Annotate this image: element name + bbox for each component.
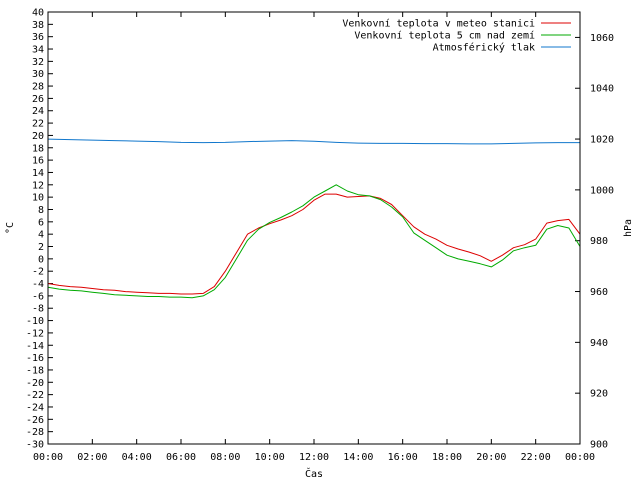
- y-left-tick-label: -10: [26, 316, 44, 327]
- series-layer: [47, 138, 581, 299]
- y-left-tick-label: 20: [32, 131, 44, 142]
- x-tick-label: 06:00: [166, 452, 196, 463]
- series-line-3: [47, 138, 580, 145]
- y-left-tick-label: 32: [32, 57, 44, 68]
- y-right-tick-label: 1040: [590, 84, 614, 95]
- y-left-tick-label: -6: [32, 291, 44, 302]
- y-left-tick-label: 16: [32, 156, 44, 167]
- legend-label: Venkovní teplota v meteo stanici: [342, 18, 535, 30]
- y-axis-left-label: °C: [5, 222, 16, 234]
- plot-frame: [47, 11, 581, 445]
- y-left-tick-label: -14: [26, 341, 44, 352]
- x-tick-label: 00:00: [565, 452, 595, 463]
- y-left-tick-label: 14: [32, 168, 44, 179]
- y-right-tick-label: 900: [590, 440, 608, 451]
- y-left-tick-label: -4: [32, 279, 44, 290]
- y-left-tick-label: 38: [32, 20, 44, 31]
- y-left-tick-label: -22: [26, 390, 44, 401]
- x-tick-label: 16:00: [388, 452, 418, 463]
- y-left-tick-label: 0: [38, 254, 44, 265]
- x-tick-label: 22:00: [521, 452, 551, 463]
- x-tick-label: 14:00: [343, 452, 373, 463]
- y-left-tick-label: 30: [32, 69, 44, 80]
- y-left-tick-label: 28: [32, 82, 44, 93]
- series-line-2: [47, 184, 581, 299]
- series-line-1: [47, 193, 581, 295]
- legend-label: Atmosférický tlak: [433, 42, 535, 54]
- y-left-tick-label: 34: [32, 45, 44, 56]
- y-left-tick-label: 10: [32, 193, 44, 204]
- y-left-tick-label: 18: [32, 143, 44, 154]
- y-right-tick-label: 1020: [590, 135, 614, 146]
- y-left-tick-label: -20: [26, 378, 44, 389]
- y-axis-right-label: hPa: [623, 219, 634, 237]
- y-left-tick-label: -2: [32, 267, 44, 278]
- x-axis-label: Čas: [305, 467, 323, 480]
- y-right-tick-label: 920: [590, 389, 608, 400]
- y-right-tick-label: 980: [590, 236, 608, 247]
- x-tick-label: 18:00: [432, 452, 462, 463]
- legend: Venkovní teplota v meteo staniciVenkovní…: [342, 18, 571, 54]
- y-left-tick-label: 8: [38, 205, 44, 216]
- y-left-tick-label: -30: [26, 440, 44, 451]
- x-tick-label: 02:00: [77, 452, 107, 463]
- y-right-tick-label: 1060: [590, 33, 614, 44]
- y-left-tick-label: 2: [38, 242, 44, 253]
- y-left-tick-label: 40: [32, 8, 44, 19]
- y-left-tick-label: -28: [26, 427, 44, 438]
- y-left-tick-label: -12: [26, 328, 44, 339]
- y-left-tick-label: 12: [32, 180, 44, 191]
- y-right-tick-label: 940: [590, 338, 608, 349]
- y-left-tick-label: 26: [32, 94, 44, 105]
- y-left-tick-label: -16: [26, 353, 44, 364]
- x-tick-label: 00:00: [33, 452, 63, 463]
- y-left-tick-label: 22: [32, 119, 44, 130]
- y-left-tick-label: 36: [32, 32, 44, 43]
- y-left-tick-label: 4: [38, 230, 44, 241]
- x-tick-label: 08:00: [210, 452, 240, 463]
- x-tick-label: 10:00: [255, 452, 285, 463]
- y-left-tick-label: -18: [26, 365, 44, 376]
- y-right-tick-label: 960: [590, 287, 608, 298]
- y-left-tick-label: 6: [38, 217, 44, 228]
- legend-label: Venkovní teplota 5 cm nad zemí: [354, 30, 535, 42]
- x-tick-label: 04:00: [122, 452, 152, 463]
- y-left-tick-label: -8: [32, 304, 44, 315]
- y-left-tick-label: -26: [26, 415, 44, 426]
- x-tick-label: 12:00: [299, 452, 329, 463]
- ticks-layer: -30-28-26-24-22-20-18-16-14-12-10-8-6-4-…: [26, 8, 614, 464]
- x-tick-label: 20:00: [476, 452, 506, 463]
- y-left-tick-label: -24: [26, 402, 44, 413]
- y-left-tick-label: 24: [32, 106, 44, 117]
- y-right-tick-label: 1000: [590, 185, 614, 196]
